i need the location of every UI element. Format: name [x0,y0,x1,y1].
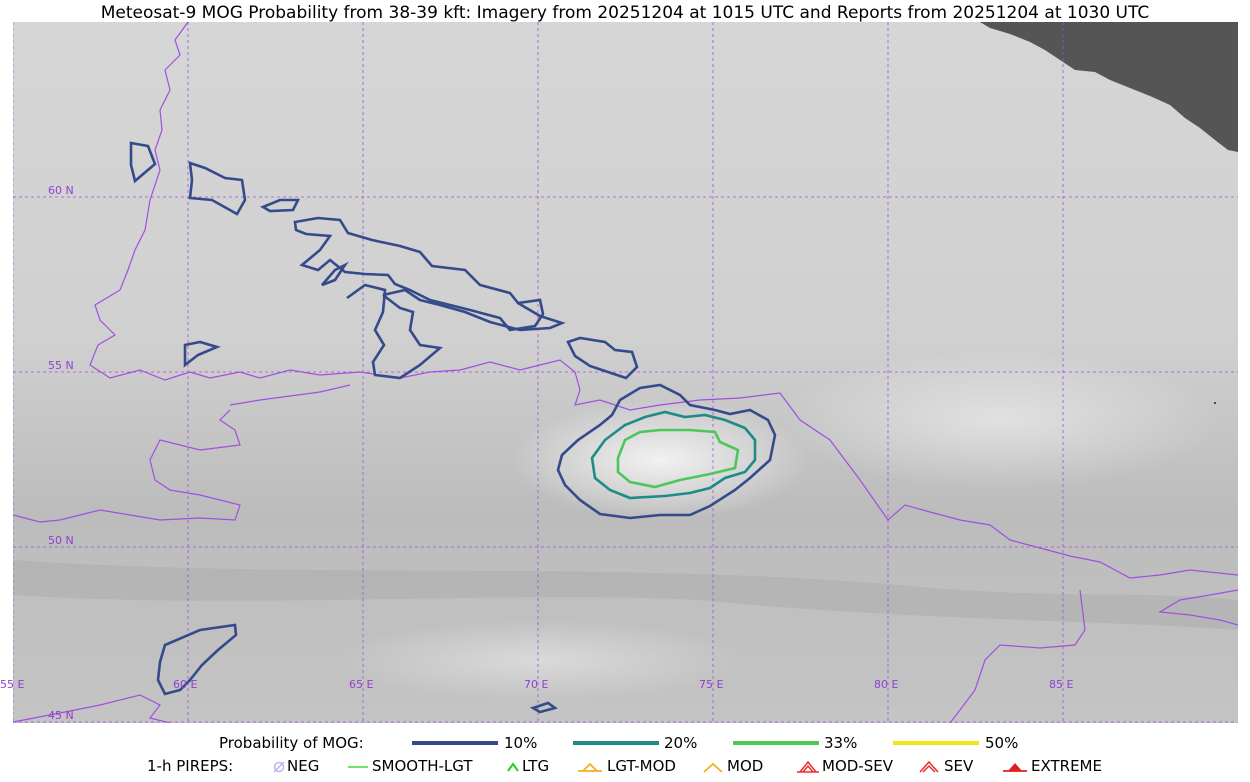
prob-10-label: 10% [504,734,538,752]
probability-legend: Probability of MOG: 10% 20% 33% 50% [0,733,1250,753]
prob-33-swatch [733,741,819,745]
ltg-label: LTG [522,757,550,775]
prob-20-contours [590,410,757,500]
ltg-icon [507,762,519,772]
mod-icon [703,762,723,773]
lon-label: 75 E [699,678,723,691]
lat-label: 50 N [48,534,74,547]
pirep-legend-title: 1-h PIREPS: [147,757,234,775]
lat-label: 55 N [48,359,74,372]
prob-50-swatch [893,741,979,745]
neg-icon [273,761,285,773]
lat-label: 45 N [48,709,74,722]
country-borders [13,22,1238,723]
pirep-marker [1214,402,1216,404]
missing-data-area [980,22,1238,152]
extreme-icon [1003,763,1027,772]
lon-label: 55 E [0,678,24,691]
prob-33-contours [616,428,740,489]
prob-33-label: 33% [824,734,858,752]
map-title: Meteosat-9 MOG Probability from 38-39 kf… [100,3,1150,23]
lon-label: 80 E [874,678,898,691]
lon-label: 65 E [349,678,373,691]
lat-label: 60 N [48,184,74,197]
cloud-brightness [780,350,1220,490]
prob-legend-title: Probability of MOG: [219,734,364,752]
lgt-mod-icon [578,762,602,772]
mod-sev-label: MOD-SEV [822,757,893,775]
prob-20-label: 20% [664,734,698,752]
lon-label: 60 E [173,678,197,691]
prob-50-label: 50% [985,734,1019,752]
lon-label: 85 E [1049,678,1073,691]
cloud-brightness [340,620,740,700]
sev-icon [919,760,939,773]
sev-label: SEV [944,757,974,775]
mod-sev-icon [797,760,819,773]
lon-label: 70 E [524,678,548,691]
smooth-lgt-label: SMOOTH-LGT [372,757,473,775]
lgt-mod-label: LGT-MOD [607,757,676,775]
map-panel [13,22,1238,723]
prob-10-contours [129,141,777,714]
prob-20-swatch [573,741,659,745]
smooth-lgt-icon [348,766,368,768]
neg-label: NEG [287,757,320,775]
mod-label: MOD [727,757,764,775]
prob-10-swatch [412,741,498,745]
dark-cloud-band [13,560,1238,630]
pirep-legend: 1-h PIREPS: NEG SMOOTH-LGT LTG LGT-MOD M… [0,756,1250,776]
extreme-label: EXTREME [1031,757,1102,775]
